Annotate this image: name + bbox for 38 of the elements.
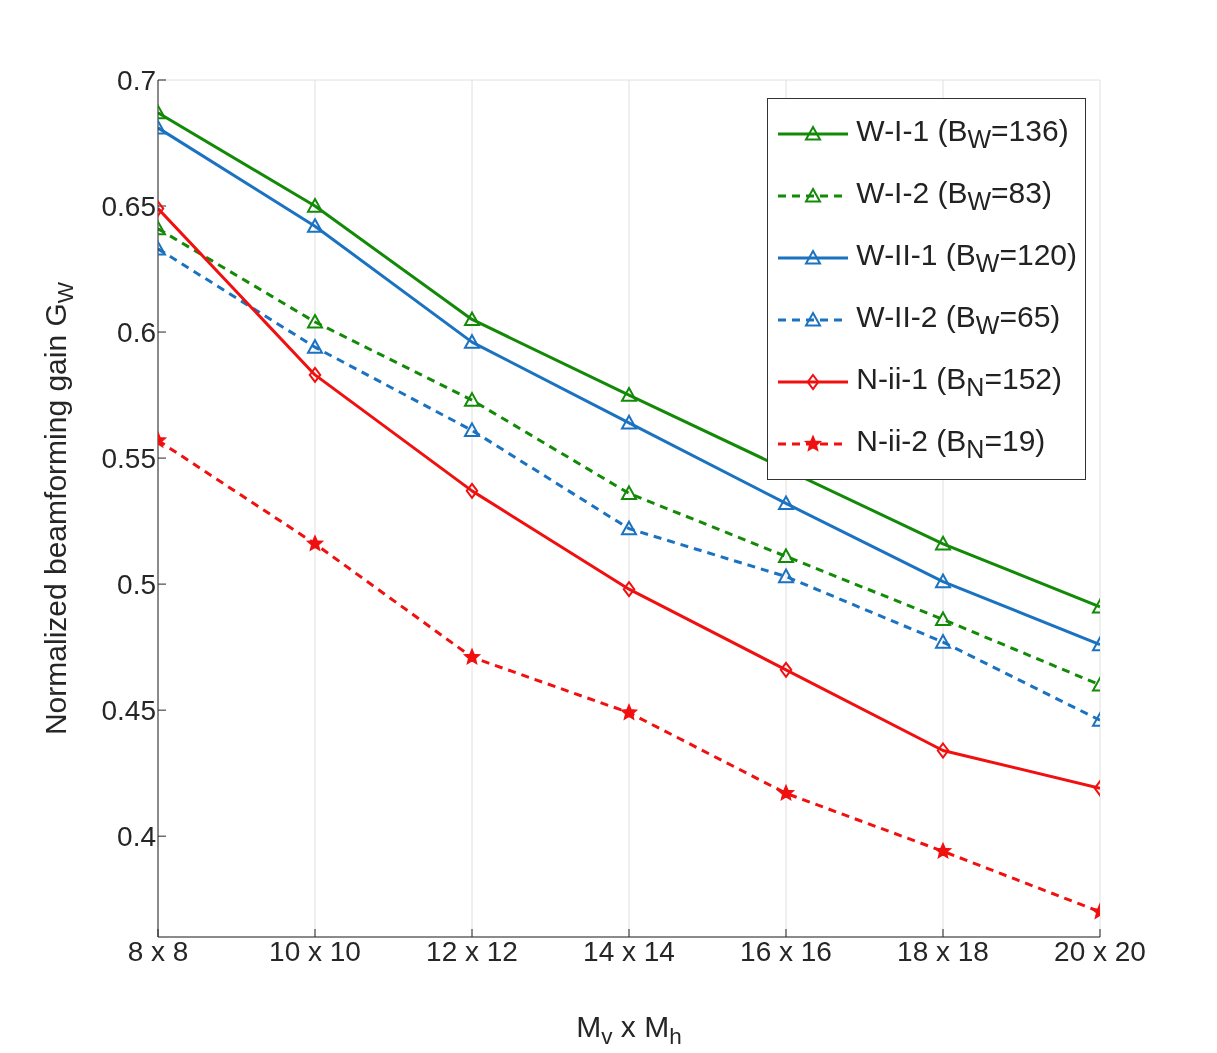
point [622,581,636,598]
point [621,387,637,402]
legend-label: W-II-2 (B$_{W}$=65) [856,300,1061,339]
legend-label: N-ii-2 (B$_{N}$=19) [856,424,1046,463]
point [465,482,479,499]
point [464,334,480,349]
legend-label: W-I-2 (B$_{W}$=83) [856,176,1052,215]
point [778,785,794,800]
point [621,520,637,536]
point [779,661,793,678]
y-tick-label: 0.6 [117,317,156,348]
x-tick-label: 8 x 8 [127,935,189,967]
point [778,495,794,511]
y-tick-label: 0.5 [117,569,156,601]
point [778,568,794,584]
x-tick-label: 16 x 16 [740,935,832,967]
point [621,485,637,500]
legend-label: W-I-1 (B$_{W}$=136) [856,114,1069,153]
y-tick-label: 0.45 [101,695,156,727]
point [621,414,637,430]
x-tick-label: 20 x 20 [1054,935,1146,967]
x-tick-label: 12 x 12 [426,935,518,967]
y-tick-label: 0.65 [101,190,156,222]
x-tick-label: 10 x 10 [269,935,361,967]
x-tick-label: 14 x 14 [583,935,675,967]
point [464,311,480,327]
point [464,649,480,664]
y-tick-label: 0.4 [117,821,156,853]
legend-label: W-II-1 (B$_{W}$=120) [856,238,1077,277]
point [464,422,480,437]
legend-label: N-ii-1 (B$_{N}$=152) [856,362,1062,401]
y-tick-label: 0.55 [101,443,156,475]
x-tick-label: 18 x 18 [897,935,989,967]
point [778,548,794,563]
point [464,392,480,407]
point [621,704,637,720]
y-tick-label: 0.7 [117,64,156,96]
x-axis-title: M$_{v}$ x M$_{h}$ [576,1010,682,1049]
